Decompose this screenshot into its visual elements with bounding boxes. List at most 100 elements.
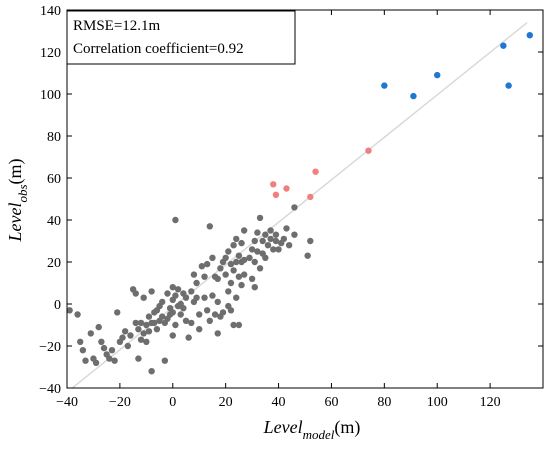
data-point xyxy=(159,313,166,320)
data-point xyxy=(235,321,243,329)
data-point xyxy=(169,284,176,291)
y-tick-label: 80 xyxy=(47,130,61,145)
data-point xyxy=(193,279,200,287)
x-tick-label: 60 xyxy=(324,395,338,410)
data-point xyxy=(267,227,274,234)
data-point xyxy=(214,330,221,337)
x-axis-title-unit: (m) xyxy=(334,417,360,438)
data-point xyxy=(410,92,417,100)
data-point xyxy=(264,242,272,249)
data-point xyxy=(98,338,105,345)
data-point xyxy=(172,292,179,299)
data-point xyxy=(233,235,240,243)
data-point xyxy=(106,355,113,362)
data-point xyxy=(74,311,81,318)
y-tick-label: 20 xyxy=(47,256,61,271)
data-point xyxy=(135,326,142,333)
data-point xyxy=(77,338,84,345)
data-point xyxy=(240,271,248,278)
data-point xyxy=(227,260,235,268)
data-point xyxy=(188,288,195,295)
data-point xyxy=(137,319,145,327)
data-point xyxy=(161,357,169,364)
data-point xyxy=(159,298,166,306)
series-2 xyxy=(381,32,533,100)
data-point xyxy=(238,239,245,247)
data-point xyxy=(132,319,139,327)
data-point xyxy=(227,279,235,287)
y-tick-label: −20 xyxy=(39,340,61,355)
data-point xyxy=(164,290,171,297)
data-point xyxy=(143,338,150,345)
x-tick-label: 100 xyxy=(427,395,448,410)
data-point xyxy=(188,319,195,327)
data-point xyxy=(201,273,208,280)
data-point xyxy=(222,254,229,261)
data-point xyxy=(124,342,132,350)
y-axis-title: Levelobs(m) xyxy=(5,158,30,242)
data-point xyxy=(272,231,280,238)
stats-box: RMSE=12.1m Correlation coefficient=0.92 xyxy=(66,10,296,65)
series-1 xyxy=(270,147,372,201)
correlation-text: Correlation coefficient=0.92 xyxy=(73,41,244,57)
data-point xyxy=(172,321,179,329)
data-point xyxy=(254,248,261,255)
x-tick-label: 120 xyxy=(480,395,501,410)
data-point xyxy=(193,294,200,301)
data-point xyxy=(256,265,264,272)
data-point xyxy=(201,294,208,301)
data-point xyxy=(307,193,314,201)
data-point xyxy=(100,344,108,352)
data-point xyxy=(262,231,269,238)
data-point xyxy=(291,231,298,238)
data-point xyxy=(272,237,280,245)
series-0 xyxy=(66,204,314,375)
data-point xyxy=(251,237,258,245)
data-point xyxy=(307,237,314,245)
data-point xyxy=(262,254,269,261)
data-point xyxy=(198,263,206,270)
y-tick-label: 140 xyxy=(40,4,61,19)
data-point xyxy=(145,328,153,335)
chart-axes: −40 −20 0 20 40 60 80 100 120 −40 −20 0 20 40 60 80 100 1… xyxy=(39,4,544,410)
data-point xyxy=(82,357,89,364)
data-point xyxy=(230,321,237,329)
data-point xyxy=(235,252,243,259)
y-tick-label: 40 xyxy=(47,214,61,229)
data-point xyxy=(248,246,256,253)
x-tick-label: 80 xyxy=(377,395,391,410)
x-axis-title: Levelmodel(m) xyxy=(263,417,361,442)
x-axis-title-sub: model xyxy=(303,427,335,442)
data-point xyxy=(151,319,158,327)
data-point xyxy=(285,242,293,249)
data-point xyxy=(211,311,219,318)
data-point xyxy=(214,275,221,282)
x-tick-label: 40 xyxy=(272,395,286,410)
data-point xyxy=(270,246,277,253)
data-point xyxy=(230,267,237,274)
x-tick-label: 0 xyxy=(169,395,176,410)
data-point xyxy=(145,313,153,320)
data-point xyxy=(119,334,126,341)
data-point xyxy=(240,256,248,264)
y-tick-label: −40 xyxy=(39,382,61,397)
data-point xyxy=(240,227,248,234)
data-point xyxy=(225,248,232,255)
data-point xyxy=(233,294,240,301)
data-point xyxy=(148,288,155,295)
data-point xyxy=(95,323,102,331)
data-point xyxy=(500,42,507,49)
data-point xyxy=(121,328,129,335)
chart-marks xyxy=(66,22,533,389)
data-point xyxy=(148,368,155,375)
data-point xyxy=(169,332,176,339)
y-tick-label: 0 xyxy=(54,298,61,313)
x-tick-label: 20 xyxy=(219,395,233,410)
data-point xyxy=(280,235,288,243)
data-point xyxy=(270,181,277,188)
data-point xyxy=(227,307,235,314)
data-point xyxy=(381,82,388,89)
data-point xyxy=(312,168,319,175)
data-point xyxy=(251,284,258,291)
